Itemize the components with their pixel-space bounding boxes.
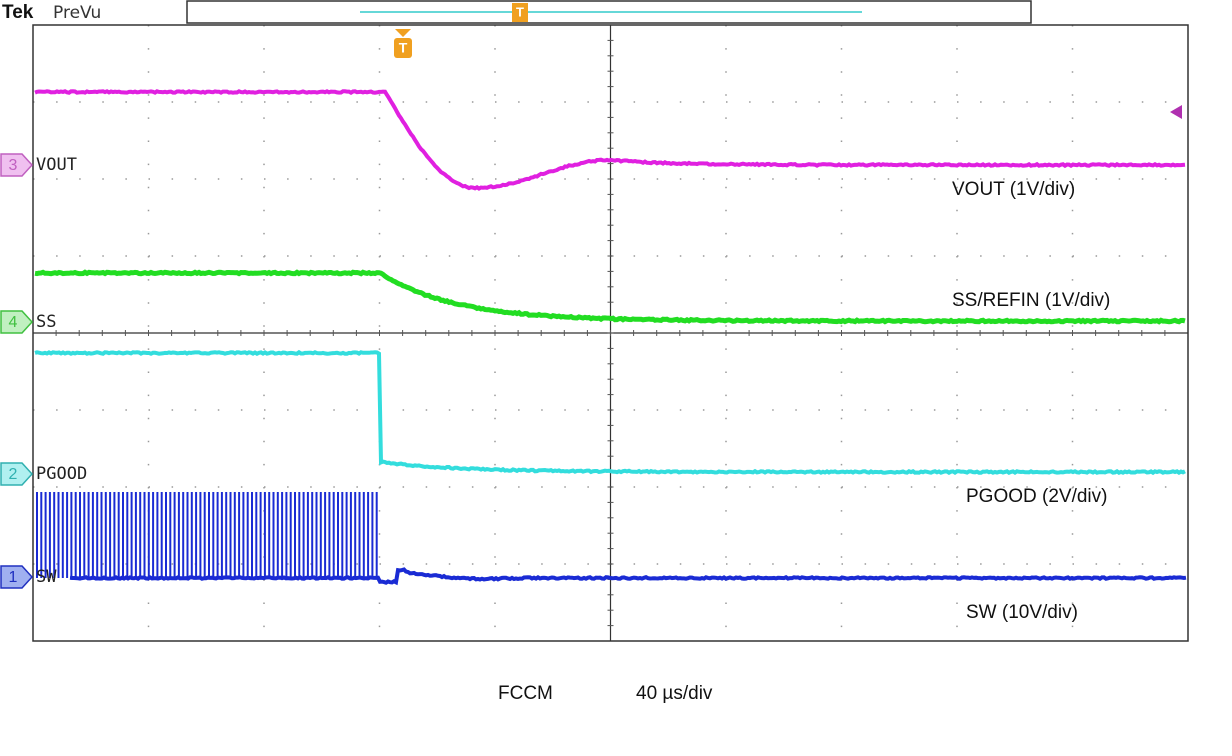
trigger-label: T xyxy=(399,40,408,56)
scale-label: PGOOD (2V/div) xyxy=(966,486,1107,507)
scale-label: SW (10V/div) xyxy=(966,602,1078,623)
channel-number: 3 xyxy=(9,157,18,174)
channel-number: 2 xyxy=(9,466,18,483)
brand: Tek xyxy=(2,2,34,23)
channel-label: VOUT xyxy=(36,155,77,175)
mode-label: FCCM xyxy=(498,683,553,704)
channel-label: SS xyxy=(36,312,56,332)
mode: PreVu xyxy=(53,3,101,23)
channel-label: PGOOD xyxy=(36,464,87,484)
scale-label: SS/REFIN (1V/div) xyxy=(952,290,1110,311)
trigger-label-top: T xyxy=(516,4,524,19)
channel-number: 1 xyxy=(9,569,18,586)
channel-number: 4 xyxy=(9,314,18,331)
scale-label: VOUT (1V/div) xyxy=(952,179,1075,200)
channel-label: SW xyxy=(36,567,57,587)
timebase-label: 40 µs/div xyxy=(636,683,713,704)
